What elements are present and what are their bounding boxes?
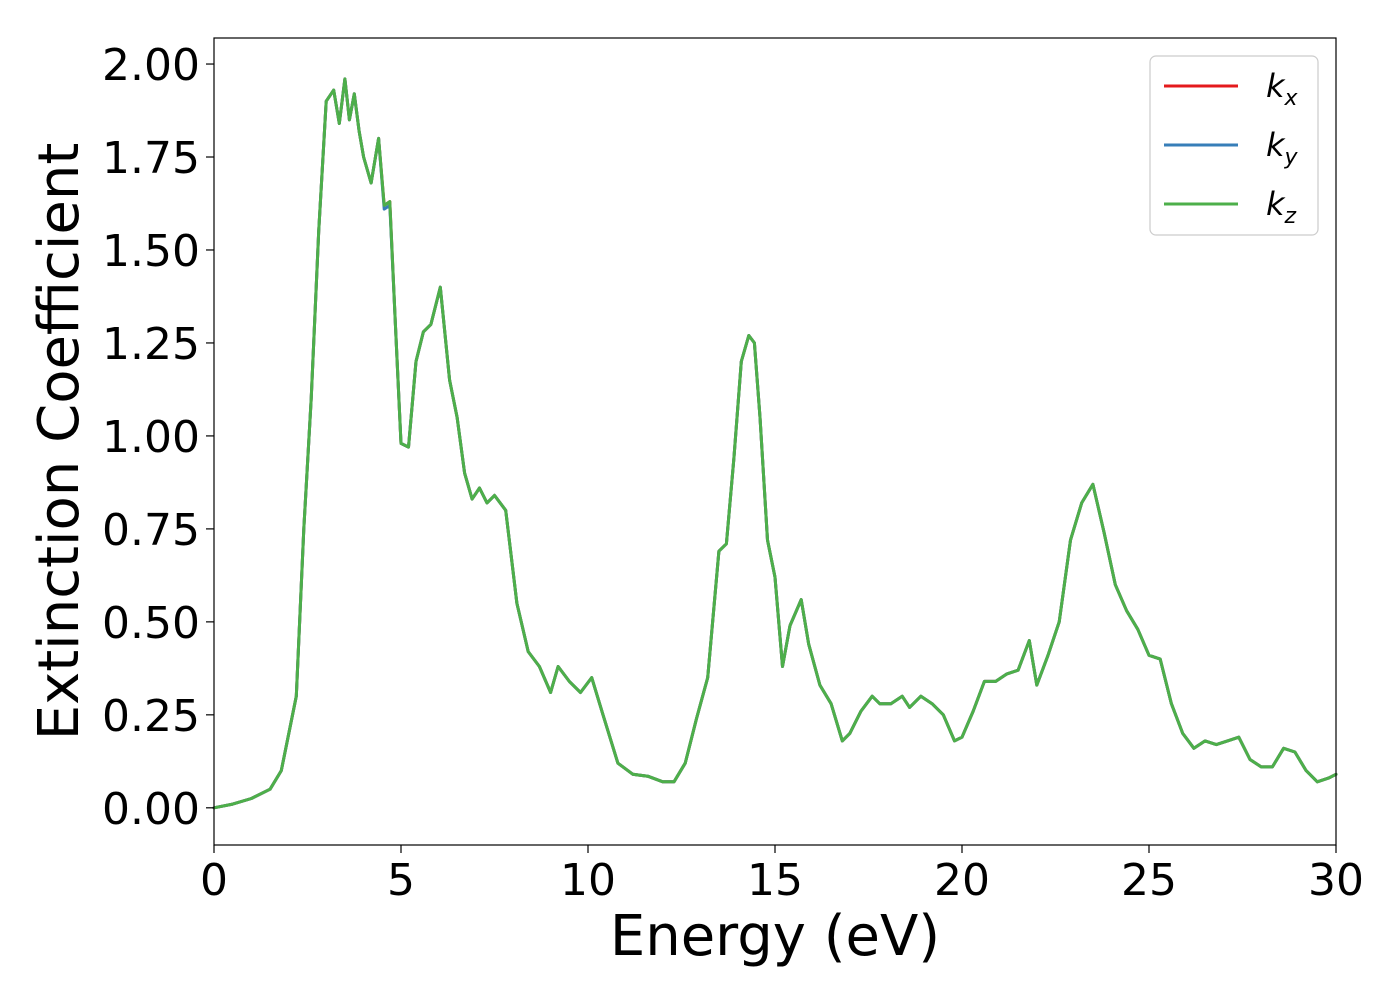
legend-label-ky: ky xyxy=(1266,126,1299,170)
y-tick-label: 0.75 xyxy=(102,505,200,556)
y-axis: 0.00 0.25 0.50 0.75 1.00 1.25 1.50 1.75 2.00 xyxy=(102,40,214,835)
x-tick-label: 30 xyxy=(1308,855,1364,906)
y-tick-label: 0.25 xyxy=(102,691,200,742)
plot-frame xyxy=(213,37,1337,846)
legend-label-kx: kx xyxy=(1266,67,1299,111)
x-tick-label: 20 xyxy=(934,855,990,906)
y-tick-label: 2.00 xyxy=(102,40,200,91)
x-tick-label: 10 xyxy=(560,855,616,906)
legend-label-kz: kz xyxy=(1266,185,1297,229)
x-tick-label: 0 xyxy=(200,855,228,906)
x-tick-label: 25 xyxy=(1121,855,1177,906)
legend: kx ky kz xyxy=(1149,55,1319,236)
series-layer xyxy=(212,77,1338,810)
x-tick-label: 5 xyxy=(387,855,415,906)
y-axis-title: Extinction Coefficient xyxy=(27,143,92,741)
y-tick-label: 0.00 xyxy=(102,784,200,835)
series-line-z xyxy=(212,77,1338,810)
x-axis-title: Energy (eV) xyxy=(610,904,940,969)
y-tick-label: 1.00 xyxy=(102,412,200,463)
x-axis: 0 5 10 15 20 25 30 xyxy=(200,845,1364,906)
y-tick-label: 1.50 xyxy=(102,226,200,277)
y-tick-label: 1.75 xyxy=(102,133,200,184)
x-tick-label: 15 xyxy=(747,855,803,906)
y-tick-label: 1.25 xyxy=(102,319,200,370)
y-tick-label: 0.50 xyxy=(102,598,200,649)
